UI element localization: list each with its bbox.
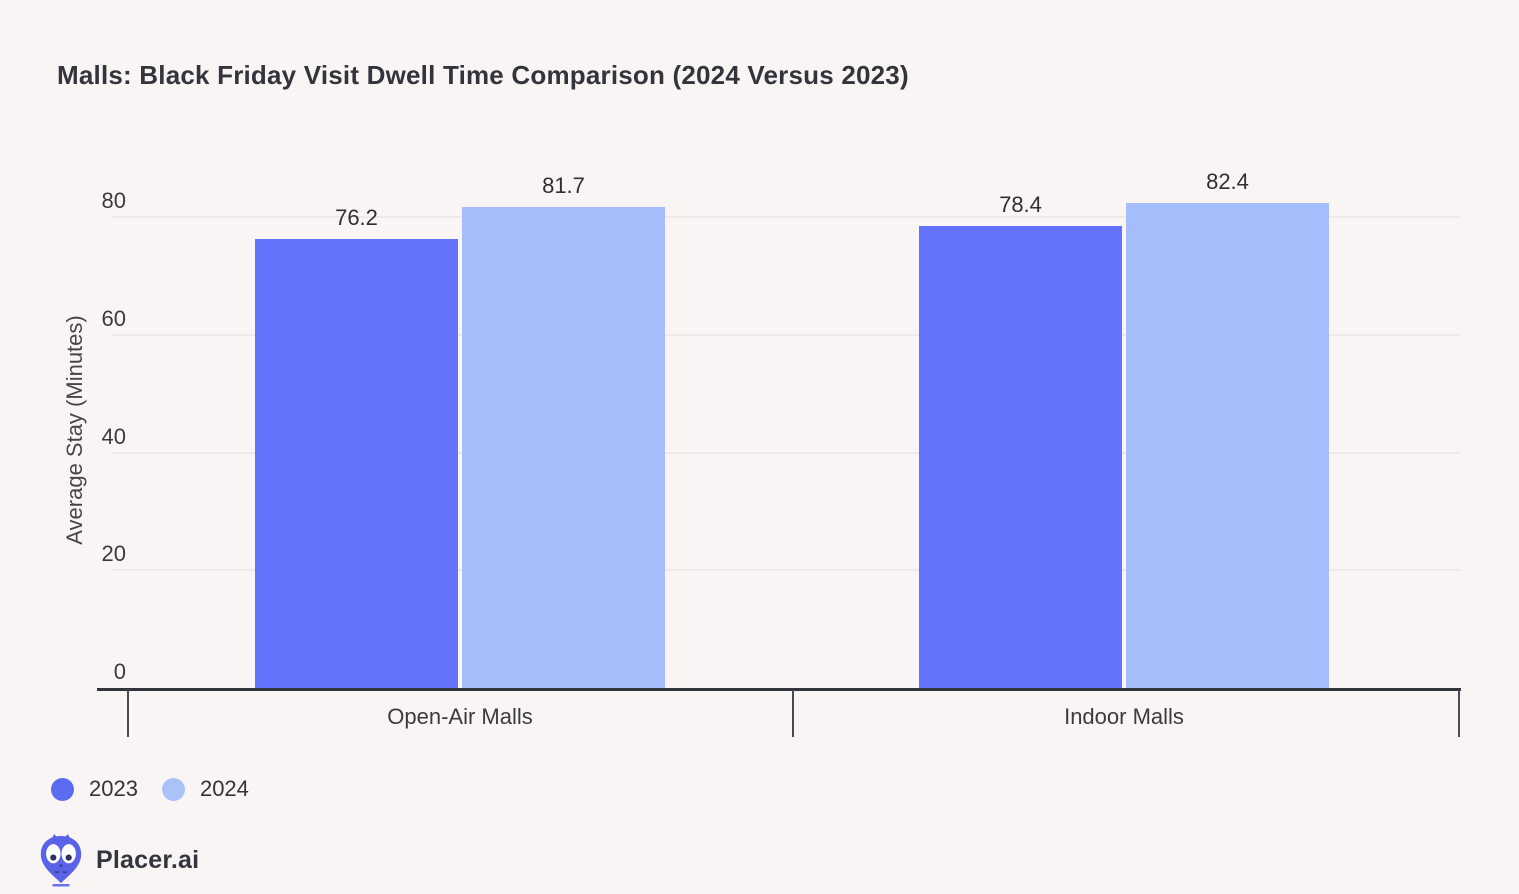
gridline — [111, 333, 1459, 336]
legend-swatch-icon — [51, 777, 74, 801]
legend: 2023 2024 — [51, 776, 249, 802]
bar-2024-open-air-malls — [462, 207, 665, 688]
y-tick-label: 20 — [101, 541, 126, 567]
bar-2023-indoor-malls — [919, 226, 1122, 688]
placer-logo: Placer.ai — [36, 832, 199, 888]
y-tick-label: 40 — [101, 423, 126, 449]
legend-item-2023[interactable]: 2023 — [51, 776, 138, 802]
gridline — [111, 216, 1459, 218]
gridline — [111, 569, 1459, 572]
placer-logo-text: Placer.ai — [96, 845, 200, 874]
legend-label: 2023 — [89, 776, 138, 801]
x-category-label: Open-Air Malls — [387, 704, 533, 729]
x-axis-divider — [127, 690, 129, 737]
legend-label: 2024 — [199, 776, 249, 801]
bar-value-label: 81.7 — [542, 173, 585, 198]
bar-2024-indoor-malls — [1126, 203, 1329, 688]
y-tick-label: 0 — [113, 659, 126, 684]
x-axis-divider — [792, 690, 794, 737]
bar-value-label: 78.4 — [999, 192, 1042, 217]
y-tick-label: 60 — [101, 305, 126, 331]
chart-title: Malls: Black Friday Visit Dwell Time Com… — [57, 60, 909, 90]
bar-value-label: 76.2 — [335, 205, 378, 230]
bar-2023-open-air-malls — [255, 239, 458, 688]
x-axis-line — [97, 688, 1461, 691]
legend-swatch-icon — [161, 777, 185, 801]
placer-owl-pin-icon — [36, 832, 86, 888]
gridline — [111, 451, 1459, 454]
y-tick-label: 80 — [101, 188, 126, 213]
x-axis-divider — [1458, 690, 1460, 737]
legend-item-2024[interactable]: 2024 — [161, 776, 249, 802]
x-category-label: Indoor Malls — [1064, 704, 1184, 729]
bar-value-label: 82.4 — [1206, 169, 1249, 194]
